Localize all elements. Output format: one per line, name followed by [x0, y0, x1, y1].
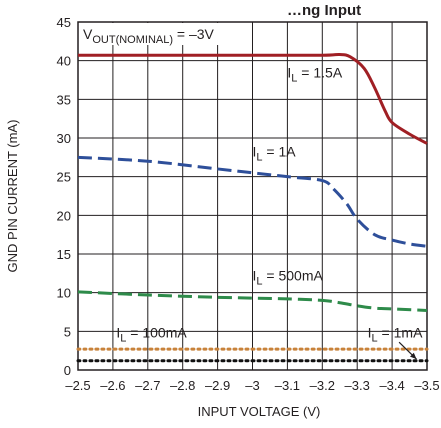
series-lines [76, 52, 429, 363]
series-line-2 [77, 290, 428, 312]
tick-labels: –2.5 –2.6 –2.7 –2.8 –2.9 –3 –3.1 –3.2 –3.3 –3.4 –3… [57, 15, 440, 393]
y-tick-label: 10 [57, 286, 71, 301]
y-tick-label: 40 [57, 54, 71, 69]
series-annotation-0: IL = 1.5A [287, 65, 342, 85]
x-tick-label: –3 [245, 378, 259, 393]
x-tick-label: –2.7 [135, 378, 160, 393]
condition-label-bg [79, 23, 251, 45]
x-tick-label: –2.6 [100, 378, 125, 393]
y-tick-label: 15 [57, 247, 71, 262]
y-axis-title: GND PIN CURRENT (mA) [5, 120, 20, 273]
grid [77, 21, 428, 371]
series-annotation-2: IL = 500mA [253, 267, 324, 287]
x-tick-label: –3.4 [379, 378, 404, 393]
x-tick-label: –3.1 [275, 378, 300, 393]
x-tick-label: –3.3 [345, 378, 370, 393]
x-tick-label: –3.2 [310, 378, 335, 393]
y-tick-label: 45 [57, 15, 71, 30]
x-axis-title: INPUT VOLTAGE (V) [198, 404, 321, 419]
y-tick-label: 5 [64, 324, 71, 339]
x-tick-label: –2.9 [205, 378, 230, 393]
chart-title: …ng Input [287, 2, 361, 19]
x-tick-label: –2.5 [65, 378, 90, 393]
y-tick-label: 30 [57, 131, 71, 146]
series-annotation-4: IL = 1mA [368, 325, 423, 345]
series-annotation-3: IL = 100mA [116, 325, 187, 345]
x-tick-label: –3.5 [414, 378, 439, 393]
series-annotation-1: IL = 1A [253, 144, 297, 164]
y-tick-label: 0 [64, 363, 71, 378]
y-tick-label: 20 [57, 208, 71, 223]
series-line-0 [78, 52, 428, 145]
y-tick-label: 25 [57, 170, 71, 185]
condition-label: VOUT(NOMINAL) = –3V [83, 26, 215, 46]
x-tick-label: –2.8 [170, 378, 195, 393]
annotations: VOUT(NOMINAL) = –3V IL = 1.5A IL = 1A IL = … [79, 23, 423, 360]
annotation-arrowhead [410, 352, 417, 360]
y-tick-label: 35 [57, 92, 71, 107]
series-line-1 [77, 155, 428, 248]
plot-frame [77, 21, 428, 371]
